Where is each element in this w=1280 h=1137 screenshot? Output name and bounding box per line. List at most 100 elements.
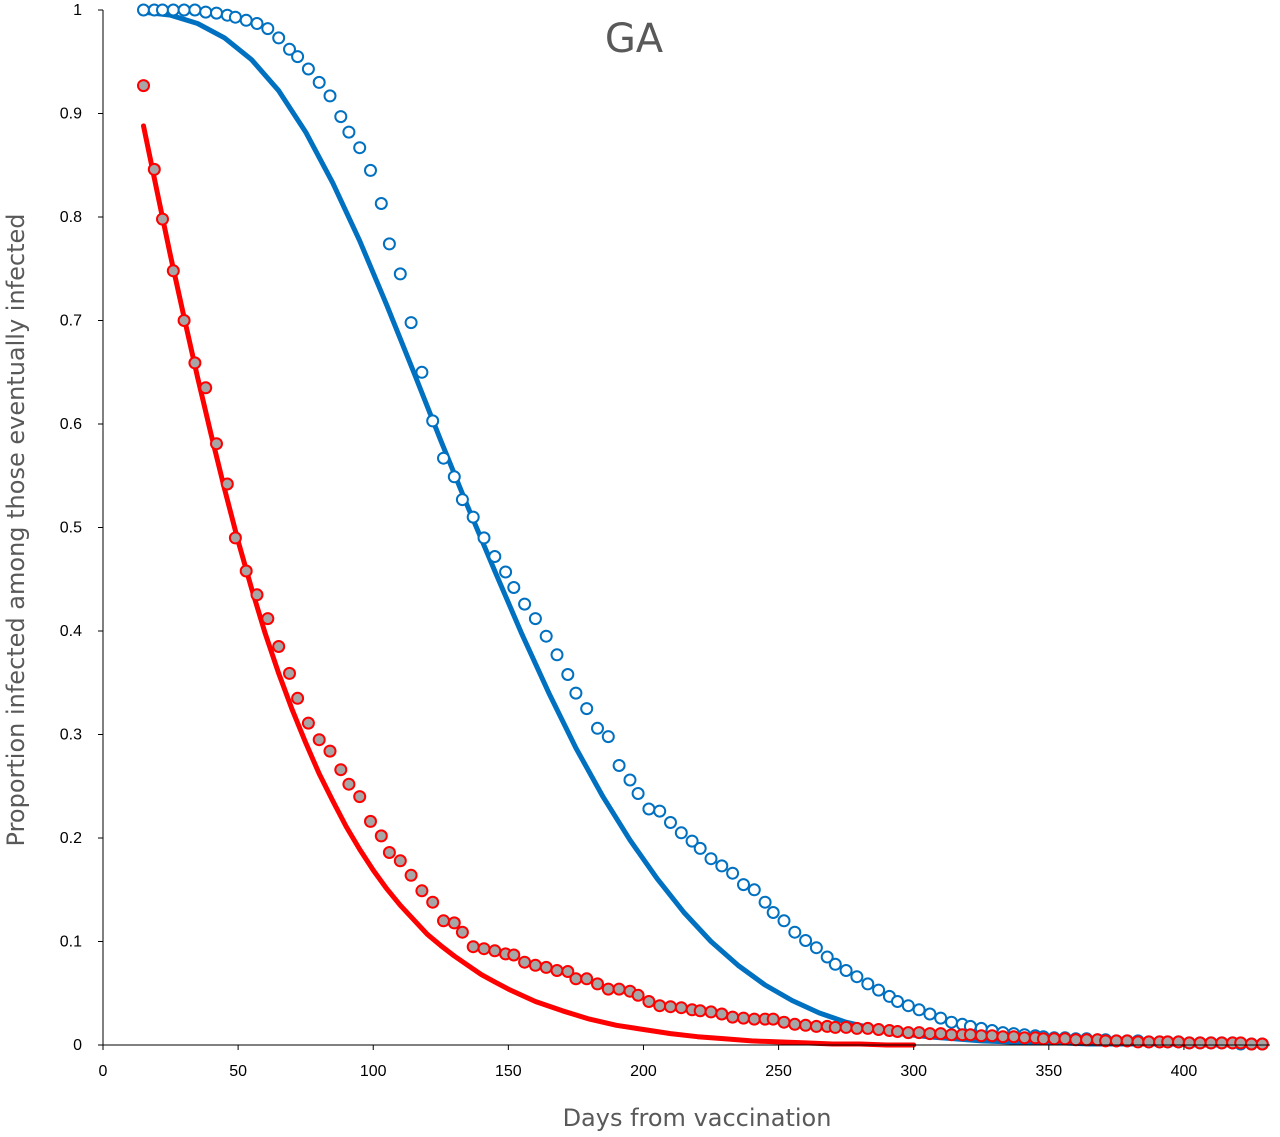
data-point bbox=[539, 629, 553, 643]
data-point bbox=[447, 470, 461, 484]
data-point bbox=[507, 581, 521, 594]
data-point bbox=[1131, 1035, 1145, 1049]
y-tick-label: 0.1 bbox=[60, 934, 82, 951]
data-point bbox=[1058, 1032, 1072, 1046]
data-point bbox=[737, 878, 750, 892]
data-point bbox=[674, 826, 688, 840]
data-point bbox=[312, 733, 326, 747]
y-tick-label: 0.7 bbox=[60, 313, 82, 330]
series-markers bbox=[137, 3, 1269, 1051]
data-point bbox=[872, 1023, 886, 1036]
data-point bbox=[1172, 1035, 1185, 1049]
data-point bbox=[528, 612, 542, 626]
y-tick-label: 0 bbox=[73, 1037, 82, 1054]
data-point bbox=[1234, 1036, 1248, 1050]
data-point bbox=[653, 999, 667, 1013]
data-point bbox=[156, 212, 169, 226]
data-point bbox=[901, 1026, 915, 1040]
series-lines bbox=[141, 9, 1268, 1048]
axes bbox=[98, 9, 1270, 1050]
data-point bbox=[437, 451, 450, 465]
data-point bbox=[1204, 1036, 1218, 1050]
data-point bbox=[631, 787, 645, 800]
data-point bbox=[591, 721, 604, 735]
data-point bbox=[664, 1000, 677, 1014]
data-point bbox=[704, 852, 718, 866]
data-point bbox=[415, 365, 429, 379]
data-point bbox=[820, 950, 834, 964]
data-point bbox=[561, 668, 575, 681]
data-point bbox=[561, 965, 575, 978]
data-point bbox=[426, 414, 440, 428]
y-tick-label: 1 bbox=[73, 2, 82, 19]
data-point bbox=[261, 22, 275, 36]
data-point bbox=[455, 925, 469, 939]
data-point bbox=[550, 964, 564, 977]
x-tick-label: 250 bbox=[765, 1063, 792, 1080]
data-point bbox=[210, 437, 223, 451]
data-point bbox=[1161, 1035, 1175, 1049]
chart-title: GA bbox=[605, 16, 664, 62]
data-point bbox=[404, 868, 418, 882]
data-point bbox=[1245, 1037, 1258, 1051]
data-point bbox=[766, 1012, 780, 1026]
data-point bbox=[664, 816, 677, 829]
data-point bbox=[177, 314, 191, 327]
data-point bbox=[945, 1015, 958, 1029]
data-point bbox=[312, 75, 326, 89]
data-point bbox=[828, 957, 842, 971]
x-tick-label: 200 bbox=[630, 1063, 657, 1080]
y-tick-label: 0.6 bbox=[60, 416, 82, 433]
tick-labels: 0 0.1 0.2 0.3 0.4 0.5 0.6 0.7 0.8 0.9 1 0 50 100 150 20… bbox=[60, 2, 1198, 1080]
data-point bbox=[364, 163, 377, 177]
data-point bbox=[342, 125, 356, 139]
data-point bbox=[1182, 1036, 1196, 1050]
series-line-2 bbox=[141, 9, 1268, 1048]
data-point bbox=[250, 17, 264, 30]
data-point bbox=[393, 854, 407, 868]
data-point bbox=[228, 10, 242, 24]
data-point bbox=[799, 1018, 813, 1032]
data-point bbox=[861, 977, 875, 991]
data-point bbox=[334, 110, 348, 124]
data-point bbox=[239, 13, 253, 27]
data-point bbox=[455, 493, 469, 507]
data-point bbox=[334, 763, 348, 777]
data-point bbox=[1080, 1033, 1094, 1047]
data-point bbox=[799, 934, 813, 947]
data-point bbox=[518, 955, 532, 969]
data-point bbox=[1047, 1032, 1061, 1046]
data-point bbox=[188, 3, 202, 17]
data-point bbox=[323, 744, 337, 758]
data-point bbox=[901, 999, 915, 1013]
data-point bbox=[156, 3, 169, 17]
data-point bbox=[382, 237, 396, 251]
data-point bbox=[809, 1019, 823, 1033]
data-point bbox=[166, 264, 180, 278]
data-point bbox=[777, 914, 791, 928]
data-point bbox=[737, 1011, 750, 1025]
data-point bbox=[569, 686, 583, 700]
data-point bbox=[188, 356, 202, 370]
data-point bbox=[137, 3, 150, 17]
data-point bbox=[996, 1030, 1010, 1044]
data-point bbox=[1036, 1032, 1050, 1046]
x-tick-label: 300 bbox=[900, 1063, 927, 1080]
data-point bbox=[850, 970, 864, 984]
data-point bbox=[1018, 1031, 1031, 1045]
data-point bbox=[272, 31, 286, 45]
data-point bbox=[685, 834, 699, 848]
data-point bbox=[693, 1004, 707, 1018]
data-point bbox=[642, 995, 656, 1008]
data-point bbox=[601, 730, 615, 744]
y-tick-label: 0.8 bbox=[60, 209, 82, 226]
data-point bbox=[726, 866, 740, 880]
data-point bbox=[612, 982, 626, 996]
data-point bbox=[291, 691, 305, 705]
y-tick-label: 0.4 bbox=[60, 623, 82, 640]
y-tick-label: 0.3 bbox=[60, 727, 82, 744]
data-point bbox=[477, 531, 491, 545]
data-point bbox=[166, 3, 180, 17]
data-point bbox=[912, 1003, 926, 1017]
